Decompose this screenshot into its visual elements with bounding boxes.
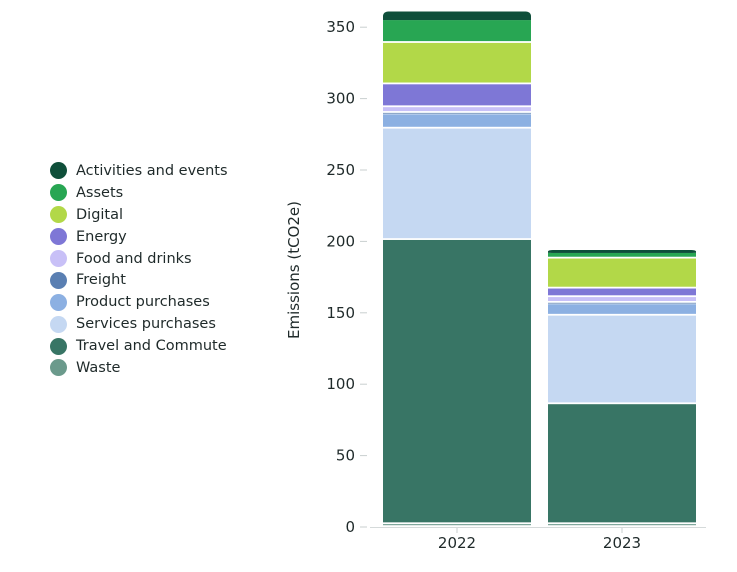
- legend-swatch: [50, 206, 67, 224]
- legend-swatch: [50, 228, 67, 246]
- legend-swatch: [50, 250, 67, 267]
- bar-segment-2023-food-and-drinks[interactable]: [548, 297, 696, 302]
- legend-label: Food and drinks: [76, 250, 192, 267]
- bar-segment-2023-digital[interactable]: [548, 258, 696, 287]
- bar-segment-2022-waste[interactable]: [383, 524, 531, 526]
- y-tick-label: 50: [336, 447, 355, 465]
- bar-segment-2022-activities-and-events-fill: [383, 15, 531, 21]
- bar-segment-2023-travel-and-commute[interactable]: [548, 404, 696, 523]
- chart-legend: Activities and events Assets Digital Energy…: [50, 160, 228, 379]
- bar-segment-2023-freight[interactable]: [548, 302, 696, 304]
- legend-swatch: [50, 184, 67, 202]
- legend-item-services-purchases[interactable]: Services purchases: [50, 313, 228, 335]
- y-tick-label: 200: [326, 232, 355, 250]
- bar-segment-2023-product-purchases[interactable]: [548, 304, 696, 314]
- legend-item-assets[interactable]: Assets: [50, 182, 228, 204]
- y-tick-label: 300: [326, 90, 355, 108]
- y-tick-label: 350: [326, 18, 355, 36]
- bar-segment-2022-freight[interactable]: [383, 112, 531, 114]
- x-tick-label-2022: 2022: [438, 534, 476, 552]
- legend-label: Waste: [76, 359, 121, 376]
- legend-label: Digital: [76, 206, 124, 223]
- bar-segment-2022-energy[interactable]: [383, 84, 531, 106]
- legend-label: Services purchases: [76, 316, 216, 333]
- legend-item-energy[interactable]: Energy: [50, 226, 228, 248]
- legend-label: Energy: [76, 228, 127, 245]
- bar-segment-2022-food-and-drinks[interactable]: [383, 107, 531, 112]
- bar-segment-2022-product-purchases[interactable]: [383, 114, 531, 127]
- bar-segment-2023-activities-and-events-fill: [548, 251, 696, 253]
- y-axis-title: Emissions (tCO2e): [285, 201, 303, 339]
- y-tick-label: 150: [326, 304, 355, 322]
- legend-swatch: [50, 271, 67, 289]
- legend-swatch: [50, 315, 67, 333]
- y-tick-label: 100: [326, 375, 355, 393]
- legend-item-activities-and-events[interactable]: Activities and events: [50, 160, 228, 182]
- legend-swatch: [50, 293, 67, 311]
- bar-segment-2022-digital[interactable]: [383, 42, 531, 83]
- legend-swatch: [50, 337, 67, 355]
- legend-item-food-and-drinks[interactable]: Food and drinks: [50, 248, 228, 270]
- legend-item-digital[interactable]: Digital: [50, 204, 228, 226]
- bar-segment-2022-travel-and-commute[interactable]: [383, 239, 531, 523]
- bar-segment-2023-energy[interactable]: [548, 288, 696, 296]
- legend-swatch: [50, 359, 67, 377]
- legend-item-product-purchases[interactable]: Product purchases: [50, 291, 228, 313]
- legend-label: Activities and events: [76, 162, 228, 179]
- bar-segment-2022-assets[interactable]: [383, 20, 531, 42]
- legend-item-freight[interactable]: Freight: [50, 269, 228, 291]
- bar-segment-2022-services-purchases[interactable]: [383, 128, 531, 239]
- y-tick-label: 250: [326, 161, 355, 179]
- legend-item-travel-and-commute[interactable]: Travel and Commute: [50, 335, 228, 357]
- legend-label: Assets: [76, 184, 124, 201]
- legend-label: Product purchases: [76, 294, 210, 311]
- bar-segment-2023-waste[interactable]: [548, 524, 696, 526]
- y-tick-label: 0: [345, 518, 355, 536]
- legend-swatch: [50, 162, 67, 180]
- bar-segment-2023-services-purchases[interactable]: [548, 315, 696, 403]
- bar-segment-2023-assets[interactable]: [548, 252, 696, 257]
- legend-label: Freight: [76, 272, 126, 289]
- legend-label: Travel and Commute: [76, 338, 227, 355]
- x-tick-label-2023: 2023: [603, 534, 641, 552]
- legend-item-waste[interactable]: Waste: [50, 357, 228, 379]
